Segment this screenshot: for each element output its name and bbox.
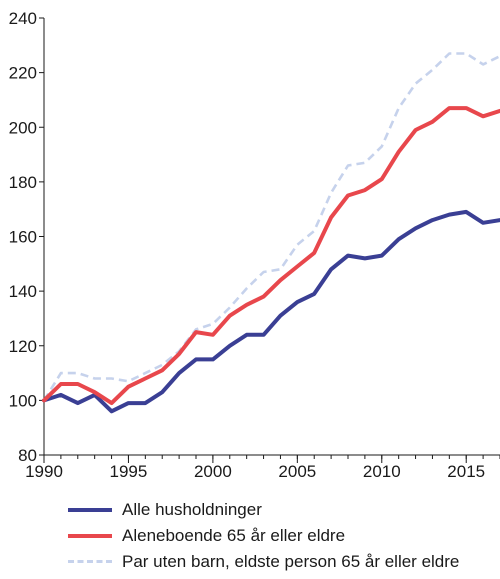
y-tick-label: 100 bbox=[9, 391, 37, 410]
series-line-2 bbox=[42, 52, 500, 402]
legend-swatch-aleneboende bbox=[68, 533, 112, 538]
y-tick-label: 200 bbox=[9, 118, 37, 137]
y-tick-label: 180 bbox=[9, 173, 37, 192]
y-tick-label: 120 bbox=[9, 337, 37, 356]
series-line-0 bbox=[42, 209, 500, 414]
x-tick-label: 2015 bbox=[447, 462, 485, 481]
legend-label-par-uten-barn: Par uten barn, eldste person 65 år eller… bbox=[122, 551, 460, 571]
y-axis: 80 100 120 140 160 180 200 220 240 bbox=[9, 9, 45, 465]
y-tick-label: 140 bbox=[9, 282, 37, 301]
x-tick-label: 1990 bbox=[25, 462, 63, 481]
x-tick-label: 2000 bbox=[194, 462, 232, 481]
legend-label-aleneboende: Aleneboende 65 år eller eldre bbox=[122, 525, 346, 545]
y-tick-label: 220 bbox=[9, 64, 37, 83]
series-line-1 bbox=[42, 106, 500, 406]
legend-label-alle-husholdninger: Alle husholdninger bbox=[122, 499, 262, 519]
y-tick-label: 80 bbox=[18, 446, 37, 465]
series-layer bbox=[42, 52, 500, 414]
y-tick-label: 240 bbox=[9, 9, 37, 28]
x-tick-label: 2010 bbox=[363, 462, 401, 481]
legend-item-aleneboende: Aleneboende 65 år eller eldre bbox=[68, 523, 459, 548]
legend-swatch-par-uten-barn bbox=[68, 560, 112, 563]
legend-item-par-uten-barn: Par uten barn, eldste person 65 år eller… bbox=[68, 549, 459, 574]
x-tick-label: 2005 bbox=[278, 462, 316, 481]
x-tick-label: 1995 bbox=[110, 462, 148, 481]
y-tick-label: 160 bbox=[9, 228, 37, 247]
legend: Alle husholdninger Aleneboende 65 år ell… bbox=[68, 497, 459, 575]
legend-item-alle-husholdninger: Alle husholdninger bbox=[68, 497, 459, 522]
x-axis: 1990 1995 2000 2005 2010 2015 bbox=[25, 454, 500, 481]
legend-swatch-alle-husholdninger bbox=[68, 507, 112, 512]
